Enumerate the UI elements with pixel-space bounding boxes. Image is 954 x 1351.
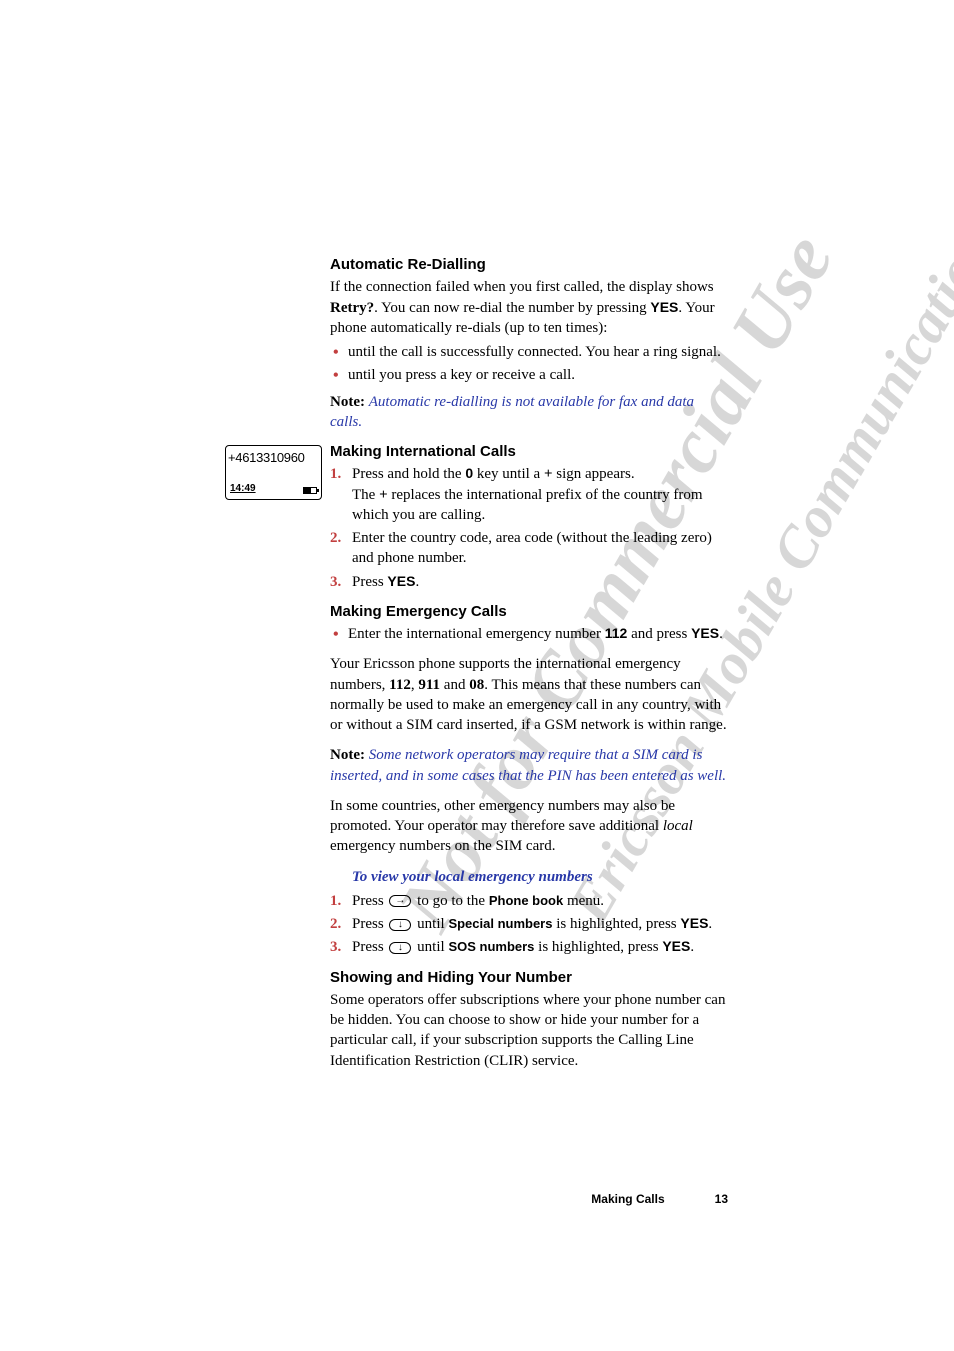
down-arrow-key-icon: ↓ [389, 919, 411, 931]
right-arrow-key-icon: → [389, 895, 411, 907]
heading-intl-calls: Making International Calls [330, 442, 728, 462]
local-step-2: 2.Press ↓ until Special numbers is highl… [330, 914, 728, 934]
emergency-bullet: Enter the international emergency number… [330, 624, 728, 644]
intl-step-2: 2.Enter the country code, area code (wit… [330, 528, 728, 569]
battery-icon [303, 487, 317, 494]
phone-display: +4613310960 14:49 [225, 445, 322, 500]
heading-show-hide: Showing and Hiding Your Number [330, 968, 728, 988]
phone-number: +4613310960 [226, 446, 321, 465]
footer-section-title: Making Calls [591, 1192, 664, 1206]
local-step-3: 3.Press ↓ until SOS numbers is highlight… [330, 937, 728, 957]
auto-redial-note: Note: Automatic re-dialling is not avail… [330, 392, 728, 433]
page-footer: Making Calls 13 [330, 1192, 728, 1206]
heading-emergency: Making Emergency Calls [330, 602, 728, 622]
auto-redial-bullet-2: until you press a key or receive a call. [330, 365, 728, 385]
intl-step-3: 3.Press YES. [330, 572, 728, 592]
subheading-local-emergency: To view your local emergency numbers [352, 867, 728, 887]
footer-page-number: 13 [715, 1192, 728, 1206]
auto-redial-intro: If the connection failed when you first … [330, 277, 728, 338]
main-content: Automatic Re-Dialling If the connection … [330, 255, 728, 1075]
auto-redial-bullet-1: until the call is successfully connected… [330, 342, 728, 362]
local-step-1: 1.Press → to go to the Phone book menu. [330, 891, 728, 911]
intl-step-1: 1. Press and hold the 0 key until a + si… [330, 464, 728, 525]
emergency-para-2: In some countries, other emergency numbe… [330, 796, 728, 857]
emergency-note: Note: Some network operators may require… [330, 745, 728, 786]
emergency-para-1: Your Ericsson phone supports the interna… [330, 654, 728, 735]
show-hide-para: Some operators offer subscriptions where… [330, 990, 728, 1071]
down-arrow-key-icon: ↓ [389, 942, 411, 954]
heading-auto-redial: Automatic Re-Dialling [330, 255, 728, 275]
phone-time: 14:49 [230, 483, 256, 494]
